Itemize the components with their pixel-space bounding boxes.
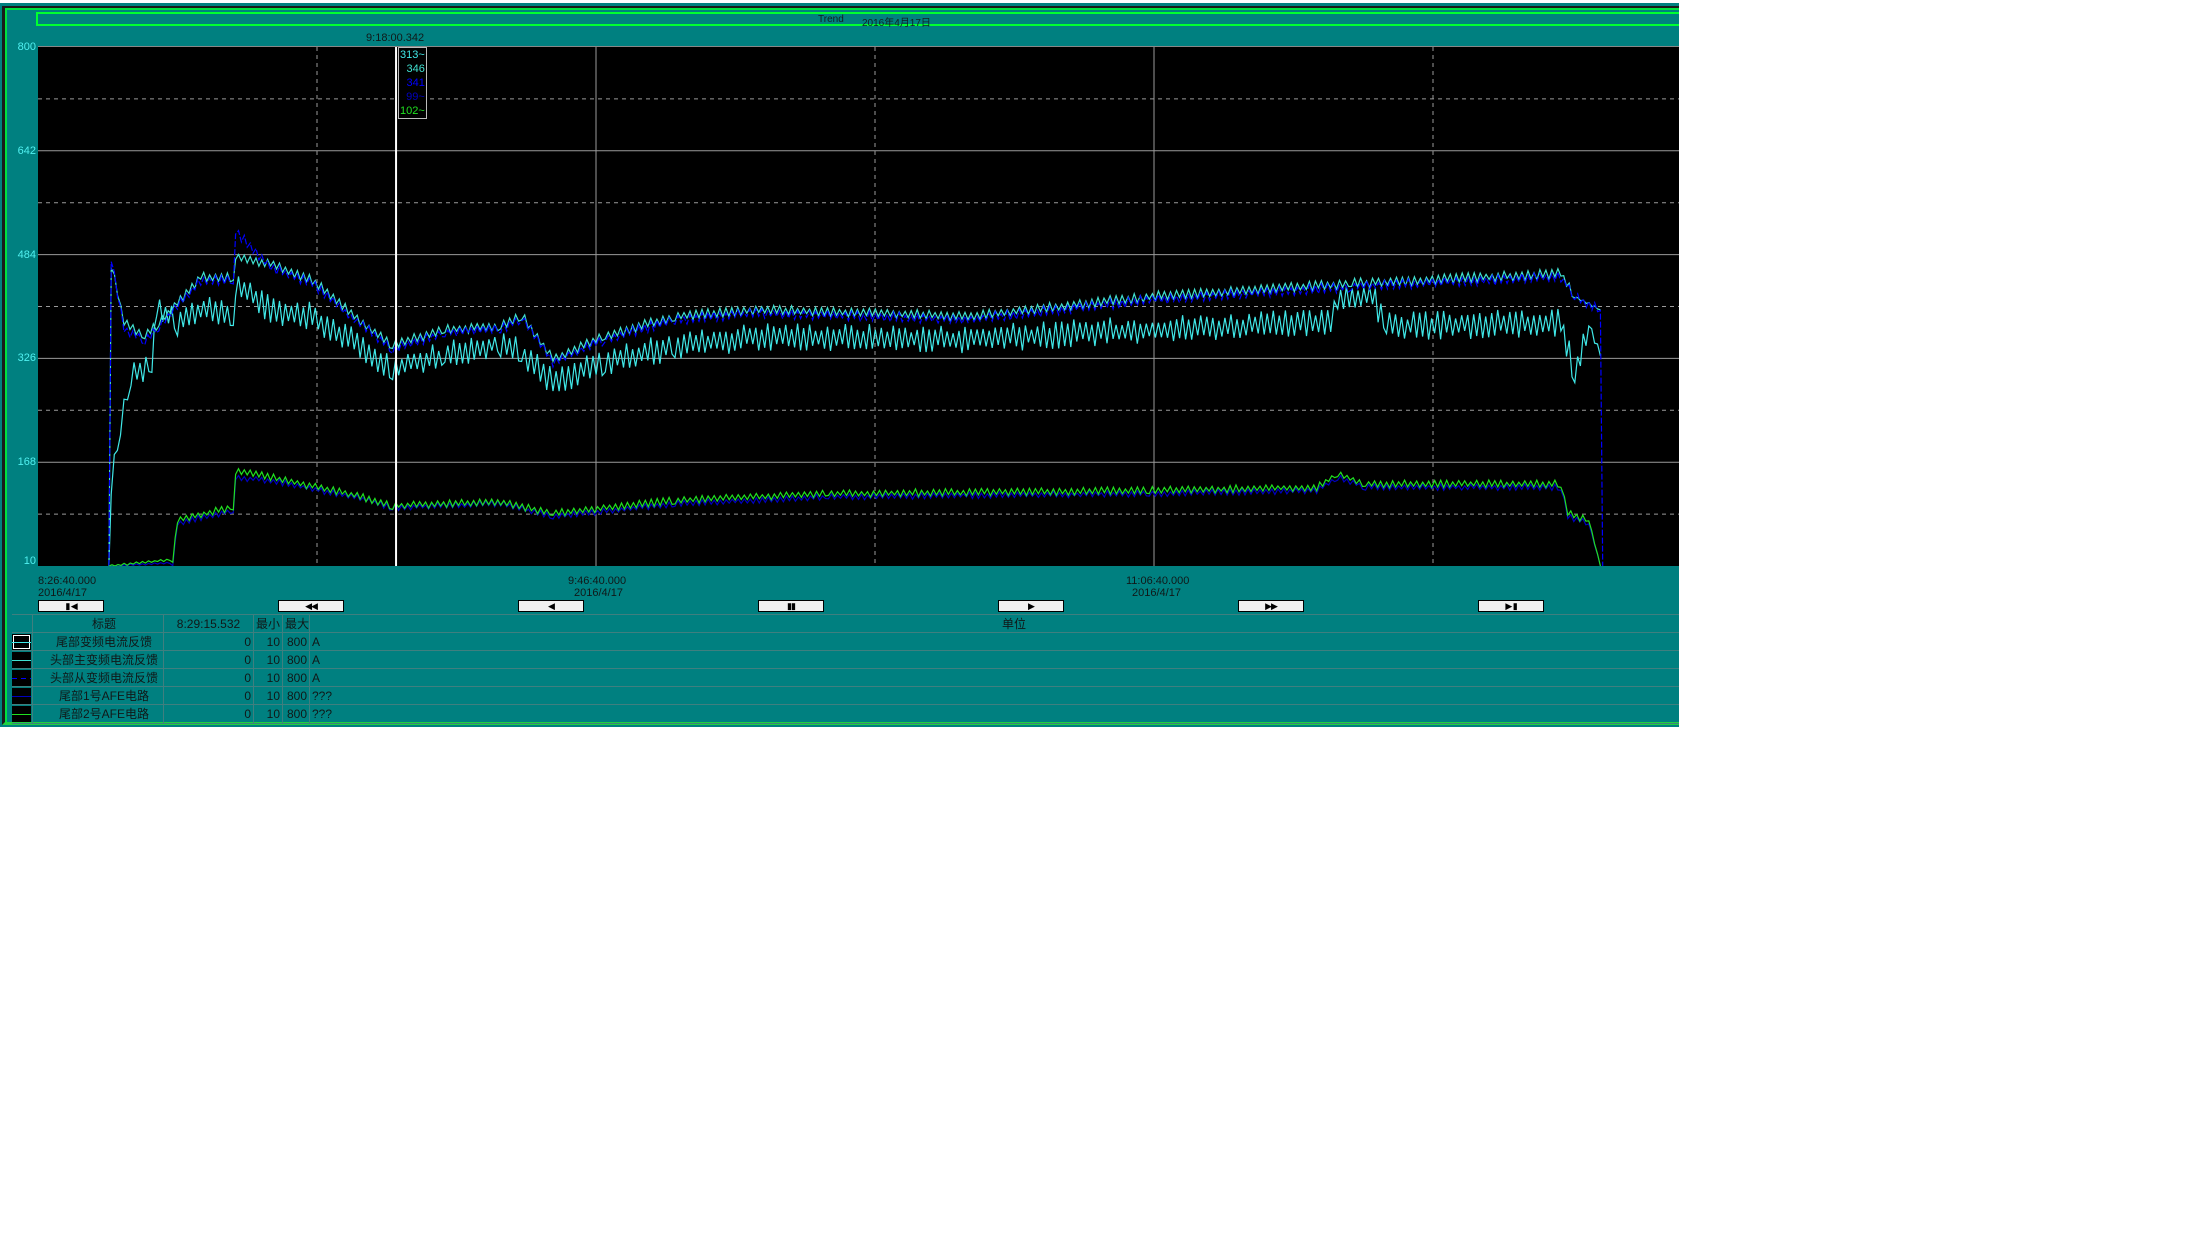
row-max: 800	[282, 669, 309, 687]
row-min: 10	[253, 633, 282, 651]
row-unit: A	[309, 651, 1679, 669]
header-title: 标题	[32, 615, 175, 633]
title-bar: Trend 2016年4月17日	[36, 12, 1679, 29]
row-value: 0	[163, 651, 253, 669]
y-tick-label: 484	[17, 248, 36, 261]
row-title: 头部主变频电流反馈	[32, 651, 175, 669]
x-tick-time: 11:06:40.000	[1126, 575, 1190, 587]
row-min: 10	[253, 669, 282, 687]
row-title: 头部从变频电流反馈	[32, 669, 175, 687]
row-min: 10	[253, 687, 282, 705]
row-max: 800	[282, 651, 309, 669]
table-row[interactable]: 头部主变频电流反馈 0 10 800 A	[12, 650, 1679, 669]
trend-window: Trend 2016年4月17日 800 642 484 326 168 10 9:18:…	[0, 3, 1679, 727]
swatch-line	[12, 696, 31, 697]
trend-plot[interactable]	[38, 46, 1679, 566]
row-unit: A	[309, 669, 1679, 687]
series-color-swatch	[12, 670, 31, 686]
cursor-value: 341	[406, 77, 425, 89]
row-value: 0	[163, 633, 253, 651]
x-tick-date: 2016/4/17	[574, 587, 623, 599]
x-tick-date: 2016/4/17	[38, 587, 87, 599]
table-row[interactable]: 尾部变频电流反馈 0 10 800 A	[12, 632, 1679, 651]
row-min: 10	[253, 705, 282, 723]
row-value: 0	[163, 705, 253, 723]
row-title: 尾部变频电流反馈	[32, 633, 175, 651]
x-tick-time: 8:26:40.000	[38, 575, 97, 587]
row-title: 尾部1号AFE电路	[32, 687, 175, 705]
go-end-button[interactable]: ▶ ▮	[1478, 600, 1544, 612]
table-row[interactable]: 尾部1号AFE电路 0 10 800???	[12, 686, 1679, 705]
series-color-swatch	[12, 688, 31, 704]
cursor-value: 102~	[400, 105, 425, 117]
table-row[interactable]: 头部从变频电流反馈 0 10 800 A	[12, 668, 1679, 687]
header-max: 最大	[282, 615, 309, 633]
fast-forward-button[interactable]: ▶▶	[1238, 600, 1304, 612]
row-title: 尾部2号AFE电路	[32, 705, 175, 723]
series-color-swatch	[12, 652, 31, 668]
swatch-line	[12, 660, 31, 661]
header-time: 8:29:15.532	[163, 615, 253, 633]
series-line-5	[108, 467, 1601, 566]
cursor-values-box: 313~ 346 341 99~ 102~	[398, 47, 427, 119]
swatch-line	[12, 642, 31, 643]
row-min: 10	[253, 651, 282, 669]
y-tick-label: 800	[17, 41, 36, 53]
back-button[interactable]: ◀	[518, 600, 584, 612]
row-max: 800	[282, 687, 309, 705]
header-min: 最小	[253, 615, 282, 633]
window-date: 2016年4月17日	[862, 18, 931, 29]
header-unit: 单位	[309, 615, 1679, 633]
series-color-swatch	[12, 634, 31, 650]
y-tick-label: 10	[23, 555, 36, 567]
y-tick-label: 168	[17, 456, 36, 469]
window-title: Trend	[818, 14, 844, 25]
series-color-swatch	[12, 706, 31, 722]
cursor-value: 99~	[406, 91, 425, 103]
cursor-time-label: 9:18:00.342	[366, 32, 425, 44]
swatch-line	[12, 678, 31, 679]
legend-table: 标题 8:29:15.532 最小 最大 单位 尾部变频电流反馈 0 10 800 A 头部主变频电…	[12, 614, 1679, 724]
x-tick-date: 2016/4/17	[1132, 587, 1181, 599]
forward-button[interactable]: ▶	[998, 600, 1064, 612]
trend-chart-svg	[38, 47, 1679, 566]
y-tick-label: 326	[17, 352, 36, 365]
series-line-2	[108, 253, 1601, 566]
row-max: 800	[282, 705, 309, 723]
cursor-value: 346	[406, 63, 425, 75]
series-line-4	[108, 474, 1601, 566]
row-value: 0	[163, 687, 253, 705]
fast-back-button[interactable]: ◀◀	[278, 600, 344, 612]
go-start-button[interactable]: ▮ ◀	[38, 600, 104, 612]
row-max: 800	[282, 633, 309, 651]
series-line-1	[108, 276, 1601, 566]
y-tick-label: 642	[17, 144, 36, 157]
row-unit: ???	[309, 687, 1679, 705]
series-line-3	[108, 229, 1604, 566]
x-tick-time: 9:46:40.000	[568, 575, 627, 587]
table-header-row: 标题 8:29:15.532 最小 最大 单位	[12, 614, 1679, 633]
pause-button[interactable]: ▮▮	[758, 600, 824, 612]
row-unit: A	[309, 633, 1679, 651]
swatch-line	[12, 714, 31, 715]
row-unit: ???	[309, 705, 1679, 723]
table-row[interactable]: 尾部2号AFE电路 0 10 800???	[12, 704, 1679, 724]
row-value: 0	[163, 669, 253, 687]
cursor-value: 313~	[400, 49, 425, 61]
